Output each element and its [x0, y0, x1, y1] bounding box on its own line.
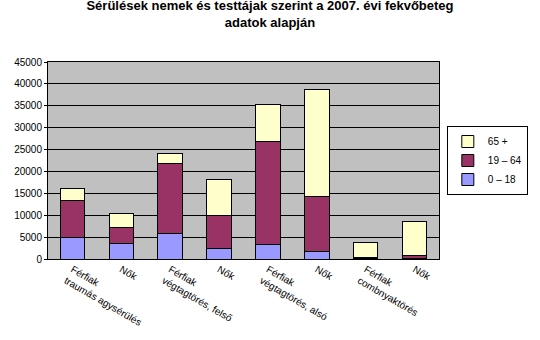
svg-text:19 – 64: 19 – 64: [488, 155, 522, 166]
svg-text:Nők: Nők: [216, 264, 238, 283]
svg-text:10000: 10000: [14, 210, 42, 221]
svg-text:Nők: Nők: [411, 264, 433, 283]
svg-text:35000: 35000: [14, 100, 42, 111]
svg-text:Férfiakvégtagtörés, alsó: Férfiakvégtagtörés, alsó: [258, 264, 336, 323]
svg-text:20000: 20000: [14, 166, 42, 177]
svg-text:30000: 30000: [14, 122, 42, 133]
svg-text:40000: 40000: [14, 78, 42, 89]
svg-text:0 – 18: 0 – 18: [488, 174, 516, 185]
svg-text:Férfiakcombnyaktörés: Férfiakcombnyaktörés: [356, 264, 427, 319]
svg-text:65 +: 65 +: [488, 136, 508, 147]
svg-text:Nők: Nők: [313, 264, 335, 283]
svg-text:5000: 5000: [20, 232, 43, 243]
svg-text:0: 0: [36, 254, 42, 265]
svg-text:45000: 45000: [14, 57, 42, 68]
svg-text:Férfiakvégtagtörés, felső: Férfiakvégtagtörés, felső: [160, 264, 241, 324]
svg-text:Sérülések nemek és testtájak s: Sérülések nemek és testtájak szerint a 2…: [86, 0, 453, 30]
svg-text:25000: 25000: [14, 144, 42, 155]
svg-text:Nők: Nők: [118, 264, 140, 283]
svg-text:15000: 15000: [14, 188, 42, 199]
svg-text:Férfiaktraumás agysérülés: Férfiaktraumás agysérülés: [62, 264, 150, 328]
